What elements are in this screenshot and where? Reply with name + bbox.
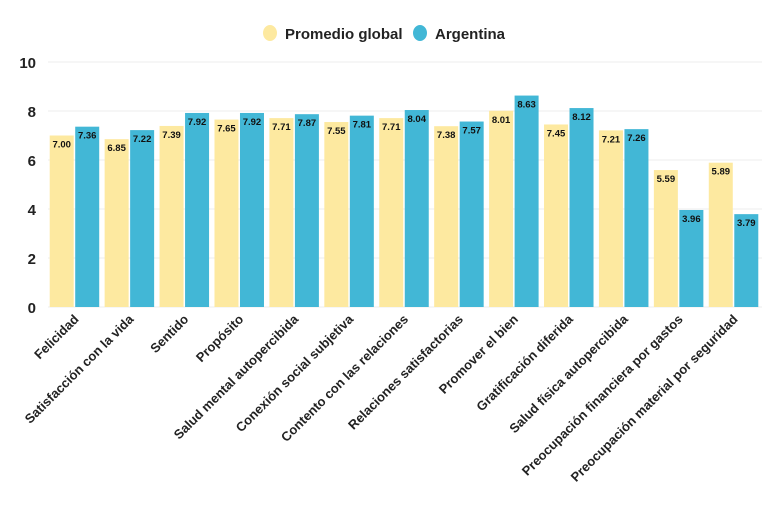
bar-argentina (185, 112, 210, 308)
data-label: 7.21 (602, 134, 621, 145)
x-tick-label: Relaciones satisfactorias (345, 312, 466, 433)
data-label: 8.01 (492, 115, 511, 126)
bar-argentina (404, 110, 429, 308)
bar-promedio (324, 122, 349, 308)
bar-argentina (679, 209, 704, 307)
data-label: 7.92 (188, 117, 207, 128)
bar-promedio (598, 130, 623, 307)
data-label: 7.00 (52, 140, 71, 151)
data-label: 3.79 (737, 218, 756, 229)
y-tick-label: 4 (28, 202, 37, 219)
data-label: 7.45 (547, 128, 566, 139)
data-label: 7.22 (133, 134, 152, 145)
bar-argentina (130, 130, 155, 307)
bar-promedio (653, 170, 678, 307)
data-label: 5.89 (712, 167, 731, 178)
data-label: 7.38 (437, 130, 456, 141)
bar-promedio (434, 126, 459, 307)
bar-argentina (734, 214, 759, 307)
bar-argentina (294, 114, 319, 307)
data-label: 7.71 (382, 122, 401, 133)
bar-promedio (708, 162, 733, 307)
data-label: 5.59 (657, 174, 676, 185)
legend-label-0: Promedio global (285, 26, 403, 43)
data-label: 7.39 (162, 130, 181, 141)
bar-promedio (214, 119, 239, 307)
bar-promedio (379, 118, 404, 307)
data-label: 7.36 (78, 131, 97, 142)
data-label: 7.81 (353, 120, 372, 131)
x-tick-label: Sentido (147, 311, 191, 355)
x-tick-label: Satisfacción con la vida (22, 311, 137, 426)
data-label: 7.71 (272, 122, 291, 133)
y-tick-label: 10 (19, 55, 36, 72)
x-tick-label: Propósito (193, 311, 247, 365)
bar-promedio (49, 135, 74, 307)
bar-argentina (569, 108, 594, 307)
data-label: 7.87 (298, 118, 317, 129)
bar-promedio (544, 124, 569, 307)
legend-label-1: Argentina (435, 26, 506, 43)
y-tick-label: 0 (28, 300, 36, 317)
data-label: 7.55 (327, 126, 346, 137)
data-label: 8.63 (517, 100, 536, 111)
data-label: 6.85 (107, 143, 126, 154)
data-label: 7.57 (462, 126, 481, 137)
bar-promedio (269, 118, 294, 307)
legend-marker-0 (263, 25, 277, 41)
bar-argentina (75, 126, 100, 308)
data-label: 8.12 (572, 112, 591, 123)
bar-argentina (459, 121, 484, 307)
bar-promedio (489, 110, 514, 307)
y-tick-label: 2 (28, 251, 36, 268)
legend: Promedio global Argentina (263, 25, 506, 43)
data-label: 7.92 (243, 117, 262, 128)
x-tick-label: Felicidad (31, 311, 81, 361)
y-tick-label: 8 (28, 104, 36, 121)
bars: 7.00 7.36 6.85 7.22 7.39 7.92 7.65 7.92 7.71 7.87… (49, 95, 759, 308)
x-tick-label: Gratificación diferida (473, 311, 576, 414)
data-label: 8.04 (408, 114, 427, 125)
bar-argentina (239, 112, 264, 308)
bar-argentina (624, 129, 649, 307)
bar-argentina (349, 115, 374, 307)
y-tick-label: 6 (28, 153, 36, 170)
bar-argentina (514, 95, 539, 307)
bar-promedio (159, 125, 184, 307)
data-label: 7.26 (627, 133, 646, 144)
legend-marker-1 (413, 25, 427, 41)
data-label: 3.96 (682, 214, 701, 225)
bar-promedio (104, 139, 129, 307)
data-label: 7.65 (217, 124, 236, 135)
